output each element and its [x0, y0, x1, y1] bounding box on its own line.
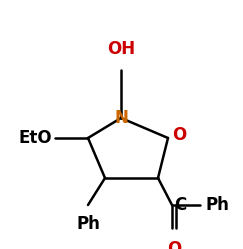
Text: O: O — [172, 126, 186, 144]
Text: Ph: Ph — [76, 215, 100, 233]
Text: OH: OH — [107, 40, 135, 58]
Text: N: N — [114, 109, 128, 127]
Text: EtO: EtO — [18, 129, 52, 147]
Text: C: C — [174, 196, 186, 214]
Text: O: O — [167, 240, 181, 249]
Text: Ph: Ph — [205, 196, 229, 214]
